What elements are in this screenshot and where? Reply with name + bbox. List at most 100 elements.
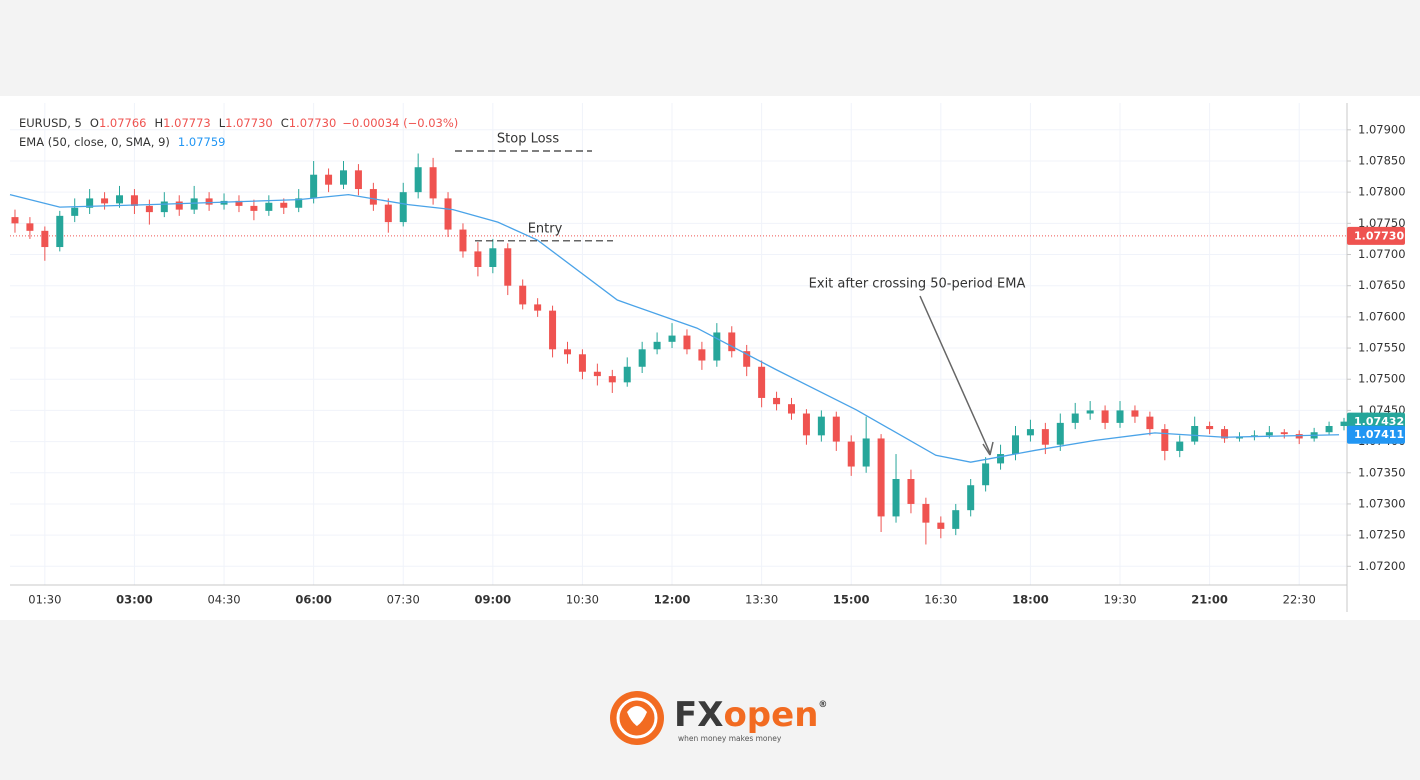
change: −0.00034 (−0.03%) — [342, 116, 458, 130]
y-tick-label: 1.07900 — [1358, 122, 1406, 136]
candle-body — [354, 170, 362, 190]
candle-body — [1176, 441, 1184, 451]
price-badge-label: 1.07730 — [1354, 229, 1404, 242]
level-label: Stop Loss — [497, 132, 559, 147]
candle-body — [1325, 425, 1333, 433]
candle-body — [504, 248, 512, 286]
candle-body — [578, 354, 586, 372]
candle-body — [1161, 429, 1169, 451]
field-value: 1.07730 — [289, 116, 337, 130]
price-badge — [1347, 425, 1405, 444]
candle-body — [369, 189, 377, 205]
brand-tagline: when money makes money — [678, 734, 782, 743]
candle-body — [847, 441, 855, 467]
candle-body — [713, 332, 721, 361]
y-tick-label: 1.07650 — [1358, 278, 1406, 292]
candle-body — [862, 438, 870, 467]
candle-body — [1191, 425, 1199, 442]
brand-fx: FX — [674, 695, 723, 735]
field-label: H — [155, 116, 164, 130]
candle-body — [190, 198, 198, 210]
field-label: L — [219, 116, 226, 130]
logo-icon-ring — [616, 697, 658, 739]
candle-body — [549, 310, 557, 350]
y-tick-label: 1.07550 — [1358, 341, 1406, 355]
x-tick-label: 07:30 — [387, 593, 420, 607]
candle-body — [444, 198, 452, 230]
candle-body — [802, 413, 810, 436]
candle-body — [1221, 429, 1229, 439]
brand-open: open — [723, 695, 818, 735]
y-tick-label: 1.07200 — [1358, 559, 1406, 573]
candle-body — [1116, 410, 1124, 423]
candle-body — [1041, 429, 1049, 445]
y-tick-label: 1.07300 — [1358, 496, 1406, 510]
grid — [10, 103, 1347, 585]
indicator-legend: EMA (50, close, 0, SMA, 9) 1.07759 — [19, 135, 225, 149]
candle-body — [907, 478, 915, 504]
candle-body — [1265, 432, 1273, 436]
indicator-label: EMA (50, close, 0, SMA, 9) — [19, 135, 170, 149]
x-tick-label: 13:30 — [745, 593, 778, 607]
candle-body — [26, 223, 34, 231]
x-tick-label: 15:00 — [833, 593, 870, 607]
candle-body — [534, 304, 542, 311]
candle-body — [668, 335, 676, 342]
x-tick-label: 01:30 — [28, 593, 61, 607]
candle-body — [1206, 425, 1214, 430]
candle-body — [145, 205, 153, 213]
candle-body — [205, 198, 213, 205]
candle-body — [86, 198, 94, 208]
candle-body — [1131, 410, 1139, 417]
level-label: Entry — [528, 221, 563, 236]
candle-body — [474, 251, 482, 267]
indicator-value: 1.07759 — [178, 135, 226, 149]
candle-body — [340, 170, 348, 185]
price-badge — [1347, 226, 1405, 245]
candle-body — [892, 478, 900, 517]
ohlc: O1.07766 H1.07773 L1.07730 C1.07730 — [90, 116, 336, 130]
annotation-arrow — [919, 295, 991, 454]
candle-body — [295, 198, 303, 208]
x-tick-label: 16:30 — [924, 593, 957, 607]
candle-body — [414, 167, 422, 193]
candle-body — [1101, 410, 1109, 423]
candle-body — [728, 332, 736, 352]
x-tick-label: 18:00 — [1012, 593, 1049, 607]
x-tick-label: 09:00 — [475, 593, 512, 607]
y-tick-label: 1.07800 — [1358, 185, 1406, 199]
x-tick-label: 10:30 — [566, 593, 599, 607]
candle-body — [1026, 429, 1034, 436]
candle-body — [130, 195, 138, 206]
field-value: 1.07766 — [99, 116, 147, 130]
candle-body — [384, 204, 392, 223]
logo-icon-shape — [627, 706, 647, 726]
x-tick-label: 04:30 — [207, 593, 240, 607]
candle-body — [758, 366, 766, 398]
y-tick-label: 1.07850 — [1358, 153, 1406, 167]
candle-body — [250, 205, 258, 211]
field-label: O — [90, 116, 99, 130]
y-tick-label: 1.07700 — [1358, 247, 1406, 261]
candle-body — [743, 351, 751, 367]
x-tick-label: 12:00 — [654, 593, 691, 607]
legend: EURUSD, 5 O1.07766 H1.07773 L1.07730 C1.0773… — [19, 116, 458, 130]
candle-body — [1280, 432, 1288, 435]
candle-body — [1340, 421, 1348, 426]
candle-body — [683, 335, 691, 350]
x-tick-label: 22:30 — [1283, 593, 1316, 607]
x-tick-label: 19:30 — [1103, 593, 1136, 607]
candle-body — [519, 285, 527, 305]
y-tick-label: 1.07750 — [1358, 216, 1406, 230]
annotation: Exit after crossing 50-period EMA — [809, 277, 1026, 292]
price-badge-label: 1.07432 — [1354, 415, 1404, 428]
brand-name: FXopen® — [674, 695, 827, 735]
candle-body — [623, 366, 631, 383]
candle-body — [1011, 435, 1019, 455]
y-tick-label: 1.07600 — [1358, 309, 1406, 323]
brand-mark: ® — [818, 700, 827, 710]
candle-body — [429, 167, 437, 199]
y-tick-label: 1.07250 — [1358, 528, 1406, 542]
candle-body — [653, 341, 661, 350]
